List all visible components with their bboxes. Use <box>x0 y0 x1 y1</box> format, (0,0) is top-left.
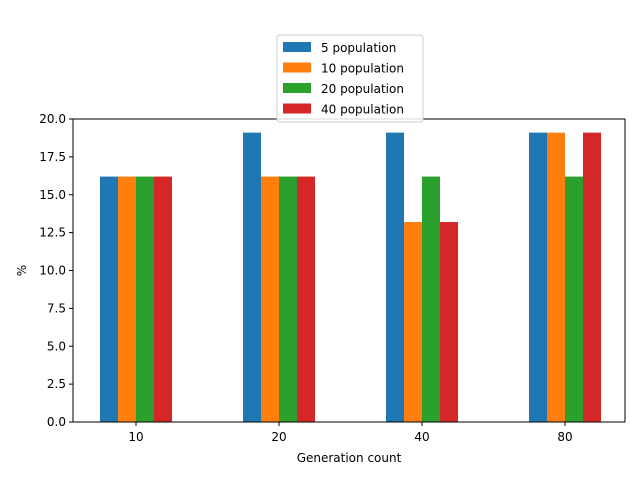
legend-swatch <box>283 103 311 114</box>
bar-20-population-80 <box>565 176 583 422</box>
x-tick-label: 80 <box>557 430 572 444</box>
y-tick-label: 15.0 <box>39 188 66 202</box>
bar-20-population-10 <box>136 176 154 422</box>
y-tick-label: 17.5 <box>39 150 66 164</box>
bar-10-population-20 <box>261 176 279 422</box>
bars-layer <box>100 132 601 422</box>
bar-20-population-20 <box>279 176 297 422</box>
bar-5-population-20 <box>243 132 261 422</box>
bar-40-population-40 <box>440 222 458 422</box>
bar-40-population-80 <box>583 132 601 422</box>
bar-10-population-10 <box>118 176 136 422</box>
bar-40-population-10 <box>154 176 172 422</box>
legend-box <box>276 34 424 123</box>
y-tick-label: 0.0 <box>47 415 66 429</box>
bar-10-population-80 <box>547 132 565 422</box>
bar-5-population-10 <box>100 176 118 422</box>
x-tick-label: 10 <box>128 430 143 444</box>
legend-label: 5 population <box>321 41 396 55</box>
legend-swatch <box>283 83 311 93</box>
bar-10-population-40 <box>404 222 422 422</box>
y-tick-label: 20.0 <box>39 112 66 126</box>
x-tick-label: 40 <box>414 430 429 444</box>
legend-label: 20 population <box>321 82 404 96</box>
x-tick-label: 20 <box>271 430 286 444</box>
y-tick-label: 12.5 <box>39 226 66 240</box>
bar-40-population-20 <box>297 176 315 422</box>
legend-label: 10 population <box>321 62 404 76</box>
y-axis-label: % <box>15 265 29 276</box>
bar-20-population-40 <box>422 176 440 422</box>
y-tick-label: 10.0 <box>39 264 66 278</box>
bar-5-population-80 <box>529 132 547 422</box>
legend-label: 40 population <box>321 103 404 117</box>
y-tick-label: 7.5 <box>47 301 66 315</box>
bar-5-population-40 <box>386 132 404 422</box>
x-axis-label: Generation count <box>297 451 402 465</box>
y-axis: 0.0 2.5 5.0 7.5 10.0 12.5 15.0 17.5 20.0 <box>39 112 73 429</box>
legend: 5 population 10 population 20 population 40… <box>276 34 424 123</box>
legend-swatch <box>283 62 311 73</box>
y-tick-label: 2.5 <box>47 377 66 391</box>
y-tick-label: 5.0 <box>47 339 66 353</box>
legend-swatch <box>283 42 311 52</box>
x-axis: 10 20 40 80 <box>128 422 573 444</box>
